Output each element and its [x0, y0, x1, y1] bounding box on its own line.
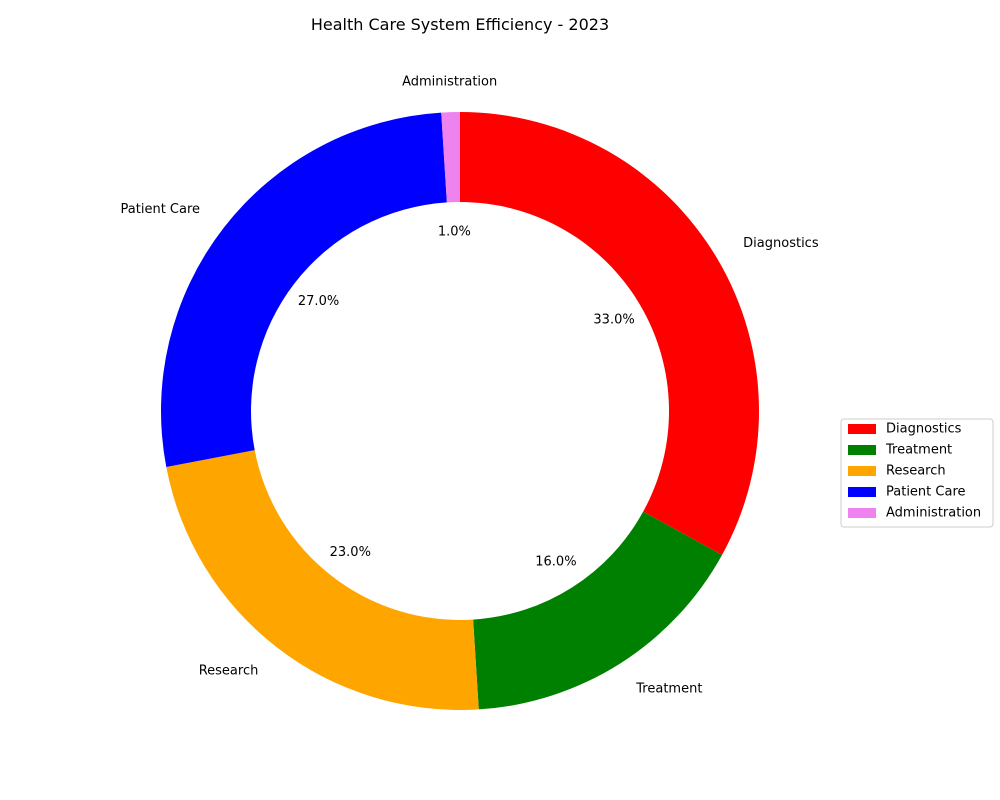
legend-label-research: Research	[886, 464, 946, 479]
legend-swatch-research	[848, 466, 876, 476]
slice-label-administration: Administration	[402, 75, 497, 90]
slice-diagnostics	[460, 112, 760, 556]
slice-label-treatment: Treatment	[635, 681, 702, 696]
percent-label-research: 23.0%	[330, 545, 371, 560]
percent-label-treatment: 16.0%	[535, 555, 576, 570]
legend-swatch-patient-care	[848, 487, 876, 497]
legend-label-diagnostics: Diagnostics	[886, 422, 962, 437]
legend: Diagnostics Treatment Research Patient Care…	[840, 418, 994, 528]
legend-frame	[840, 418, 994, 528]
legend-label-treatment: Treatment	[885, 443, 952, 458]
slice-administration	[441, 112, 460, 203]
slice-patient-care	[161, 112, 447, 468]
legend-label-administration: Administration	[886, 506, 981, 521]
slice-labels-group: Diagnostics Treatment Research Patient Care…	[121, 75, 819, 697]
percent-label-administration: 1.0%	[438, 225, 471, 240]
slice-treatment	[473, 511, 723, 710]
slice-label-research: Research	[199, 663, 259, 678]
legend-swatch-treatment	[848, 445, 876, 455]
slice-label-diagnostics: Diagnostics	[743, 236, 819, 251]
percent-labels-group: 33.0% 16.0% 23.0% 27.0% 1.0%	[298, 225, 635, 570]
percent-label-patient-care: 27.0%	[298, 294, 339, 309]
slice-label-patient-care: Patient Care	[121, 202, 201, 217]
percent-label-diagnostics: 33.0%	[593, 312, 634, 327]
chart-title: Health Care System Efficiency - 2023	[311, 15, 609, 34]
slice-research	[166, 450, 479, 710]
legend-swatch-administration	[848, 508, 876, 518]
legend-swatch-diagnostics	[848, 424, 876, 434]
legend-label-patient-care: Patient Care	[886, 485, 966, 500]
slices-group	[161, 112, 760, 710]
